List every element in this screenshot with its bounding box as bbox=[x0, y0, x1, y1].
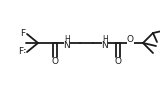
Text: H: H bbox=[102, 35, 108, 44]
Text: O: O bbox=[127, 35, 133, 44]
Text: H: H bbox=[64, 35, 70, 44]
Text: F: F bbox=[20, 49, 26, 57]
Text: F: F bbox=[18, 46, 24, 56]
Text: N: N bbox=[64, 40, 70, 49]
Text: N: N bbox=[102, 40, 108, 49]
Text: O: O bbox=[52, 57, 59, 66]
Text: O: O bbox=[115, 57, 121, 66]
Text: F: F bbox=[20, 28, 26, 37]
